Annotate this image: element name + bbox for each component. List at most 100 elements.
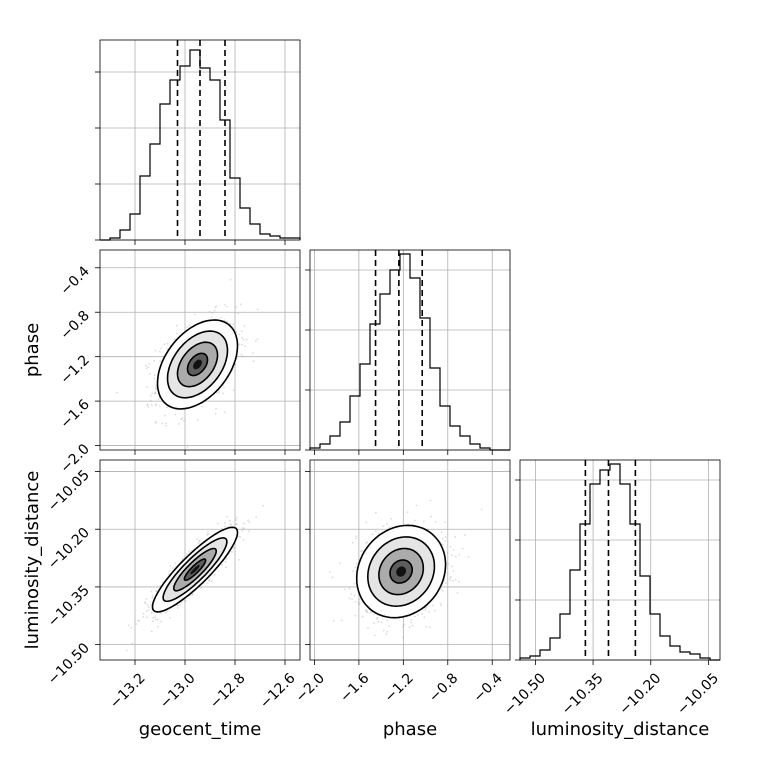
scatter-point [332, 620, 335, 622]
xlabel-geocent-time: geocent_time [139, 719, 262, 740]
scatter-point [244, 345, 247, 347]
scatter-point [382, 629, 385, 632]
scatter-point [365, 521, 368, 524]
scatter-point [374, 530, 377, 533]
xtick-label-geocent-time-1: −13.0 [157, 670, 199, 712]
scatter-point [235, 516, 238, 519]
scatter-point [159, 404, 161, 407]
scatter-point [340, 619, 343, 622]
scatter-point [160, 347, 163, 350]
scatter-point [428, 611, 430, 613]
scatter-point [328, 571, 331, 573]
scatter-point [180, 418, 183, 420]
scatter-point [198, 539, 201, 542]
scatter-point [441, 543, 444, 546]
scatter-point [138, 619, 141, 622]
scatter-point [411, 624, 414, 627]
scatter-point [450, 554, 453, 557]
scatter-point [155, 590, 158, 592]
scatter-point [164, 414, 166, 417]
scatter-point [158, 350, 161, 353]
hist-panel-phase [305, 249, 511, 455]
scatter-point [385, 633, 388, 636]
scatter-point [176, 604, 178, 607]
scatter-point [146, 386, 149, 388]
scatter-point [188, 324, 191, 327]
scatter-point [150, 603, 153, 606]
histogram-phase [309, 253, 510, 451]
scatter-point [461, 547, 464, 550]
scatter-point [181, 601, 184, 604]
scatter-point [458, 580, 460, 583]
scatter-point [226, 320, 229, 323]
scatter-point [382, 525, 385, 528]
scatter-point [155, 421, 157, 423]
scatter-point [150, 404, 153, 407]
scatter-point [208, 579, 210, 582]
scatter-point [348, 597, 351, 600]
scatter-point [166, 610, 168, 613]
scatter-point [241, 343, 243, 346]
scatter-point [239, 303, 242, 306]
contour-line-3 [355, 524, 447, 619]
scatter-point [167, 573, 170, 576]
scatter-point [147, 606, 150, 609]
scatter-point [355, 537, 357, 540]
scatter-point [166, 342, 169, 345]
scatter-point [444, 521, 446, 523]
scatter-point [361, 549, 364, 552]
scatter-point [446, 552, 449, 554]
scatter-point [153, 359, 155, 362]
contour-line-0 [183, 558, 207, 581]
scatter-point [429, 499, 432, 502]
scatter-point [186, 326, 189, 328]
scatter-point [156, 618, 159, 621]
scatter-point [146, 404, 149, 407]
scatter-point [467, 556, 470, 558]
scatter-point [256, 308, 259, 311]
scatter-point [200, 586, 202, 589]
scatter-point [365, 608, 368, 611]
scatter-point [237, 312, 240, 315]
scatter-point [153, 374, 156, 376]
contour-line-3 [156, 319, 239, 410]
scatter-point [252, 352, 254, 355]
scatter-point [229, 322, 232, 325]
scatter-point [152, 620, 154, 623]
histogram-geocent-time [100, 49, 301, 241]
scatter-point [423, 616, 426, 619]
scatter-point [464, 534, 466, 536]
scatter-point [181, 417, 184, 420]
xtick-label-phase-2: −1.2 [382, 670, 417, 705]
scatter-point [176, 604, 179, 607]
scatter-point [222, 392, 225, 395]
histogram-luminosity-distance [519, 463, 720, 661]
scatter-point [449, 577, 451, 579]
scatter-point [235, 523, 238, 526]
scatter-point [358, 598, 361, 601]
scatter-point [386, 619, 389, 621]
scatter-point [248, 521, 251, 524]
scatter-point [221, 564, 224, 566]
scatter-point [256, 338, 259, 341]
scatter-point [151, 596, 154, 599]
scatter-point [191, 592, 194, 595]
scatter-point [376, 617, 379, 620]
scatter-point [402, 636, 404, 639]
scatter-point [356, 562, 358, 565]
scatter-point [245, 338, 248, 341]
scatter-point [365, 610, 367, 612]
scatter-point [208, 579, 211, 582]
scatter-point [232, 389, 235, 391]
scatter-point [184, 600, 187, 603]
contour-line-2 [162, 537, 228, 603]
scatter-point [353, 582, 356, 585]
scatter-point [331, 576, 334, 579]
scatter-point [201, 405, 203, 408]
scatter-point [154, 616, 157, 619]
scatter-point [225, 305, 228, 308]
scatter-point [450, 575, 452, 578]
contour-line-2 [366, 536, 436, 608]
scatter-point [160, 612, 162, 615]
scatter-point [431, 604, 434, 607]
